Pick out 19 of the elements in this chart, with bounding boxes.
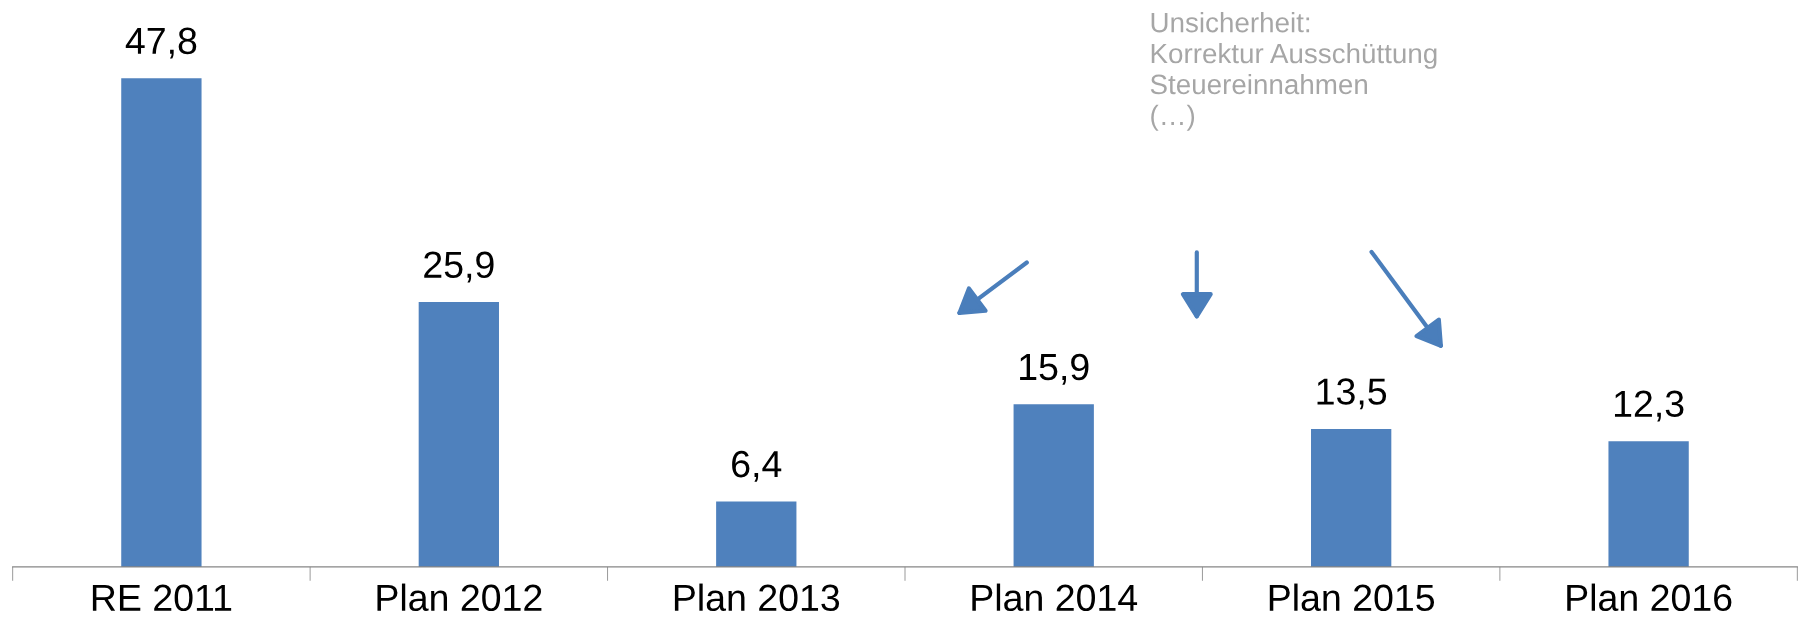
data-label: 6,4 xyxy=(732,450,782,482)
bar xyxy=(716,501,797,567)
bar xyxy=(121,78,202,567)
bar xyxy=(1311,428,1392,567)
x-tick-label: Plan 2012 xyxy=(377,583,542,612)
data-label: 15,9 xyxy=(1020,353,1089,385)
bar xyxy=(1608,441,1689,567)
annotation: Unsicherheit: Korrektur Ausschüttung Steuereinnahmen (…) xyxy=(1150,12,1437,131)
x-tick-label: Plan 2015 xyxy=(1269,583,1435,612)
x-tick-label: RE 2011 xyxy=(92,584,232,612)
x-tick-label: Plan 2016 xyxy=(1567,583,1732,612)
x-tick-label: Plan 2013 xyxy=(674,583,840,612)
bar xyxy=(1013,404,1094,567)
data-label: 12,3 xyxy=(1614,390,1684,422)
bar xyxy=(418,302,499,567)
data-label: 13,5 xyxy=(1317,378,1387,410)
data-label: 25,9 xyxy=(424,251,494,283)
x-tick-label: Plan 2014 xyxy=(972,583,1138,612)
data-label: 47,8 xyxy=(125,27,197,59)
